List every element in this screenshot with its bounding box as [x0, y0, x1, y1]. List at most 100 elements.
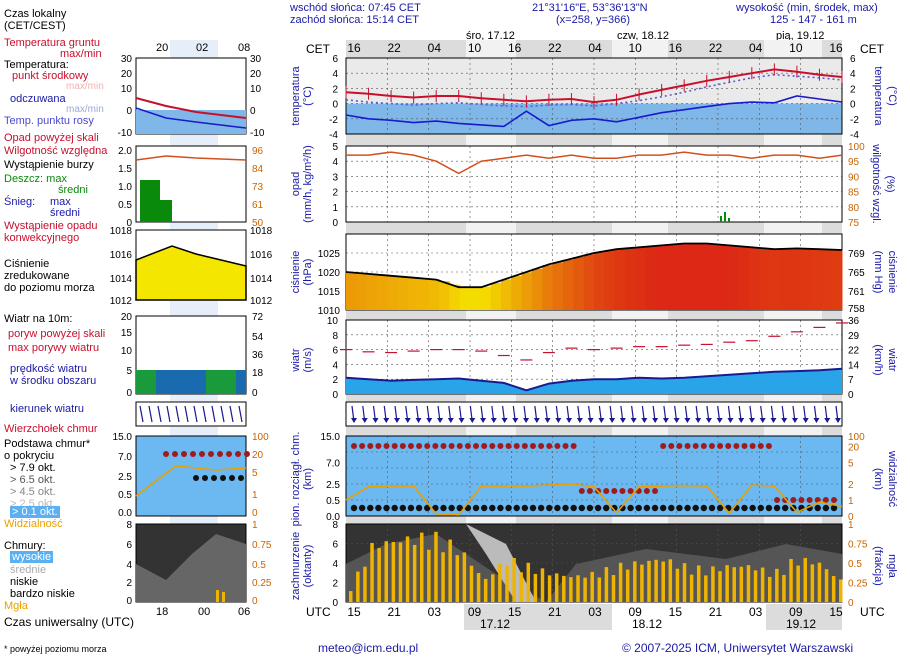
legend-cloud-top-dot	[190, 451, 196, 457]
wind-tick: 8	[332, 331, 338, 342]
legend-vis-tick: 20	[252, 450, 264, 461]
fog-bar	[491, 574, 495, 602]
axis-temp-right-unit: (°C)	[886, 86, 898, 106]
humidity-tick: 80	[848, 203, 860, 214]
legend-temp-tick: -10	[250, 128, 265, 139]
utc-hour: 00	[198, 606, 211, 618]
wind-arrow-head	[372, 418, 379, 423]
wind-tick: 10	[327, 316, 339, 327]
vis-tick: 100	[848, 432, 865, 443]
cet-hour: 16	[508, 41, 522, 55]
wind-arrow-head	[469, 418, 476, 423]
pressure-column	[428, 279, 440, 310]
fog-bar	[746, 565, 751, 602]
legend-wind-arrow	[202, 405, 207, 423]
cloud-top-dot	[351, 443, 357, 449]
cloud-base-dot	[708, 504, 716, 512]
pressure-column	[356, 272, 368, 310]
pressure-column	[490, 282, 502, 310]
legend-wind-arrow	[139, 405, 144, 423]
fog-tick: 0.75	[848, 540, 868, 551]
temp-tick-right: 4	[850, 69, 856, 80]
utc-hour: 21	[548, 605, 562, 619]
fog-bar	[469, 565, 474, 602]
legend-fog: Mgła	[4, 600, 28, 612]
humidity-tick: 100	[848, 142, 865, 153]
pressure-column	[511, 275, 523, 310]
wind-kmh-tick: 7	[848, 375, 854, 386]
cloud-base-dot	[586, 504, 594, 512]
fog-bar	[483, 578, 488, 602]
legend-prec-tick: 0.5	[118, 200, 132, 211]
utc-hour: 21	[709, 605, 723, 619]
legend-wind-kmh-tick: 18	[252, 368, 264, 379]
legend-okt: > 0.1 okt.	[10, 506, 60, 518]
temp-tick-right: 6	[850, 54, 856, 65]
pressure-column	[439, 281, 450, 310]
cloud-base-dot	[521, 504, 529, 512]
cet-hour: 22	[387, 41, 401, 55]
cloud-top-dot	[749, 443, 756, 449]
legend-snow-mid: średni	[50, 207, 80, 219]
wind-tick: 4	[332, 360, 338, 371]
legend-wind-arrow	[148, 405, 153, 423]
cloud-top-dot	[725, 443, 732, 449]
axis-precip-left-unit: (mm/h, kg/m²/h)	[302, 145, 314, 223]
pressure-column	[749, 247, 760, 310]
cloud-top-dot	[497, 443, 504, 449]
legend-wind-tick: 5	[126, 366, 132, 377]
cloud-top-dot	[570, 443, 577, 449]
wind-arrow-head	[770, 418, 777, 423]
pressure-column	[625, 247, 636, 310]
cloud-top-dot	[798, 497, 805, 503]
wind-kmh-tick: 14	[848, 360, 860, 371]
legend-cloud-top-dot	[208, 451, 214, 457]
cloud-top-dot	[831, 497, 837, 503]
cloud-top-dot	[611, 488, 618, 494]
fog-bar	[675, 568, 680, 602]
legend-hum-tick: 96	[252, 146, 264, 157]
cet-hour: 22	[709, 41, 723, 55]
legend-wind-arrow	[157, 405, 162, 423]
cloud-top-dot	[733, 443, 740, 449]
fog-bar	[356, 571, 360, 602]
cloud-tick: 7.0	[326, 459, 340, 470]
pressure-mmhg-tick: 758	[848, 304, 865, 315]
cloud-base-dot	[716, 504, 724, 512]
cloud-top-dot	[586, 488, 593, 494]
legend-precip-above: Opad powyżej skali	[4, 132, 99, 144]
wind-arrow-head	[361, 418, 368, 423]
wind-arrow-head	[824, 418, 831, 423]
cloud-base-dot	[350, 504, 358, 512]
fog-bar	[654, 559, 658, 602]
fog-bar	[611, 575, 616, 602]
legend-wind-arrow	[175, 405, 180, 423]
legend-pres-tick: 1018	[250, 226, 273, 237]
temp-tick-left: 2	[332, 84, 338, 95]
legend-maxmin3: max/min	[66, 104, 104, 115]
wind-arrow-head	[383, 418, 390, 423]
pressure-column	[377, 274, 388, 310]
cloud-top-dot	[416, 443, 423, 449]
legend-cloud-top-dot	[181, 451, 187, 457]
cloud-base-dot	[554, 504, 561, 512]
cloud-top-dot	[660, 443, 667, 449]
cloud-base-dot	[643, 504, 651, 512]
vis-tick: 2	[848, 480, 854, 491]
humidity-tick: 75	[848, 218, 860, 229]
axis-fog-right-unit: mgła	[886, 554, 898, 578]
local-hour: 08	[238, 42, 251, 54]
legend-pres-tick: 1014	[110, 274, 133, 285]
axis-temp-left: temperatura	[290, 66, 302, 126]
cet-hour: 16	[829, 41, 843, 55]
axis-fog-right: (frakcja)	[872, 546, 884, 586]
cloud-top-dot	[757, 443, 764, 449]
utc-hour: 09	[628, 605, 642, 619]
fog-bar	[839, 579, 843, 602]
legend-wind-arrow	[193, 405, 198, 423]
legend-temp-tick: 20	[121, 69, 133, 80]
footer-email[interactable]: meteo@icm.edu.pl	[318, 641, 419, 655]
utc-label: UTC	[860, 605, 885, 619]
fog-bar	[405, 536, 410, 602]
fog-bar	[562, 575, 566, 602]
